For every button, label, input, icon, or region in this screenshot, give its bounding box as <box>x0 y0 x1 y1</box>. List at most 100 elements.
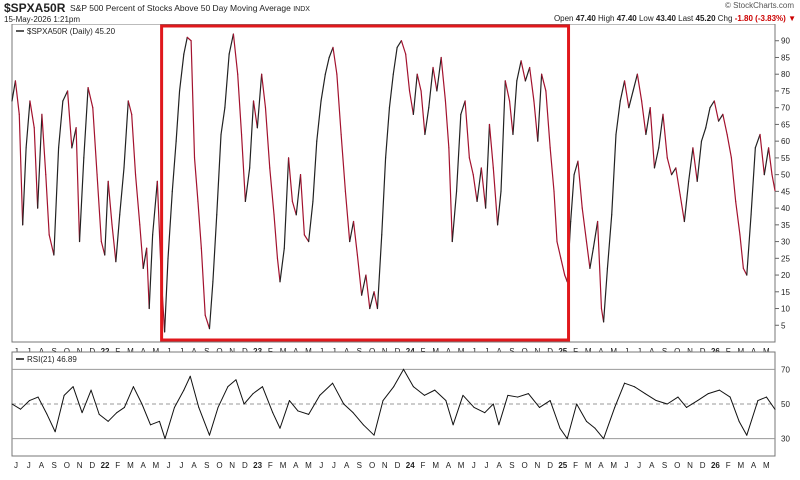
low-value: 43.40 <box>655 14 676 23</box>
rsi-x-tick-label: D <box>89 461 95 470</box>
series-segment <box>152 180 158 236</box>
series-segment <box>436 56 442 92</box>
series-segment <box>332 46 338 75</box>
high-label: High <box>598 14 615 23</box>
rsi-segment <box>123 386 134 408</box>
rsi-segment <box>382 386 395 402</box>
series-segment <box>131 113 137 176</box>
series-segment <box>96 174 102 243</box>
series-segment <box>146 247 150 310</box>
rsi-segment <box>566 403 578 440</box>
series-segment <box>632 73 638 92</box>
series-segment <box>735 200 741 236</box>
rsi-legend: RSI(21) 46.89 <box>16 355 77 364</box>
rsi-x-tick-label: J <box>167 461 171 470</box>
series-segment <box>190 40 196 159</box>
series-segment <box>405 53 411 92</box>
series-segment <box>256 73 263 129</box>
rsi-segment <box>235 379 245 405</box>
series-segment <box>545 90 551 149</box>
series-segment <box>662 113 668 159</box>
rsi-segment <box>373 400 384 436</box>
series-segment <box>197 200 202 249</box>
series-segment <box>581 207 588 243</box>
rsi-x-tick-label: A <box>649 461 655 470</box>
rsi-segment <box>20 400 31 410</box>
series-segment <box>696 140 703 182</box>
series-segment <box>127 100 133 115</box>
rsi-segment <box>585 420 596 429</box>
chg-value: -1.80 (-3.83%) <box>734 14 786 23</box>
exchange-label: INDX <box>293 6 310 13</box>
rsi-x-tick-label: M <box>432 461 439 470</box>
series-segment <box>175 90 181 142</box>
series-segment <box>66 90 73 149</box>
series-segment <box>512 80 518 136</box>
series-segment <box>240 133 246 203</box>
series-segment <box>200 247 206 316</box>
series-segment <box>361 274 367 296</box>
series-segment <box>22 147 27 226</box>
series-segment <box>75 127 81 243</box>
series-segment <box>666 157 673 176</box>
series-segment <box>412 73 418 115</box>
rsi-x-tick-label: A <box>140 461 146 470</box>
rsi-segment <box>445 400 454 426</box>
series-segment <box>148 234 154 310</box>
series-segment <box>134 174 141 226</box>
series-segment <box>29 100 35 129</box>
rsi-segment <box>644 393 657 402</box>
series-segment <box>224 53 230 109</box>
rsi-segment <box>412 386 425 396</box>
series-segment <box>104 180 109 256</box>
rsi-x-tick-label: M <box>738 461 745 470</box>
rsi-x-tick-label: F <box>268 461 273 470</box>
rsi-x-tick-label: 25 <box>558 461 567 470</box>
rsi-x-tick-label: J <box>14 461 18 470</box>
series-segment <box>537 73 543 142</box>
chg-down-icon: ▼ <box>788 14 796 23</box>
series-segment <box>14 80 20 115</box>
series-segment <box>488 123 494 169</box>
rsi-segment <box>434 389 447 402</box>
rsi-x-tick-label: A <box>598 461 604 470</box>
rsi-segment <box>29 396 39 402</box>
series-segment <box>496 190 502 226</box>
rsi-x-tick-label: N <box>382 461 388 470</box>
quote-bar: Open 47.40 High 47.40 Low 43.40 Last 45.… <box>554 14 796 23</box>
rsi-segment <box>141 403 151 426</box>
main-y-tick-label: 15 <box>781 288 790 297</box>
chart-subtitle: S&P 500 Percent of Stocks Above 50 Day M… <box>70 3 310 13</box>
main-y-tick-label: 75 <box>781 87 790 96</box>
series-segment <box>373 291 379 310</box>
series-segment <box>451 190 458 243</box>
rsi-segment <box>37 396 48 415</box>
rsi-segment <box>707 389 720 395</box>
series-segment <box>653 147 660 169</box>
rsi-segment <box>63 386 74 396</box>
series-segment <box>570 174 575 223</box>
series-segment <box>416 73 422 92</box>
rsi-segment <box>452 394 464 426</box>
series-segment <box>688 147 694 182</box>
rsi-segment <box>507 394 519 398</box>
series-segment <box>352 220 358 256</box>
rsi-segment <box>164 406 175 440</box>
main-y-tick-label: 25 <box>781 254 790 263</box>
series-segment <box>139 224 144 269</box>
rsi-segment <box>352 412 364 426</box>
series-segment <box>597 220 603 310</box>
series-segment <box>713 100 720 122</box>
series-segment <box>717 113 724 122</box>
series-segment <box>420 90 426 136</box>
series-segment <box>641 100 647 136</box>
series-segment <box>344 190 351 243</box>
rsi-x-tick-label: S <box>357 461 362 470</box>
series-segment <box>48 234 55 256</box>
series-segment <box>524 66 531 82</box>
rsi-segment <box>746 400 759 436</box>
series-segment <box>83 86 89 159</box>
rsi-x-tick-label: A <box>446 461 452 470</box>
series-segment <box>533 100 539 142</box>
rsi-x-tick-label: S <box>51 461 56 470</box>
